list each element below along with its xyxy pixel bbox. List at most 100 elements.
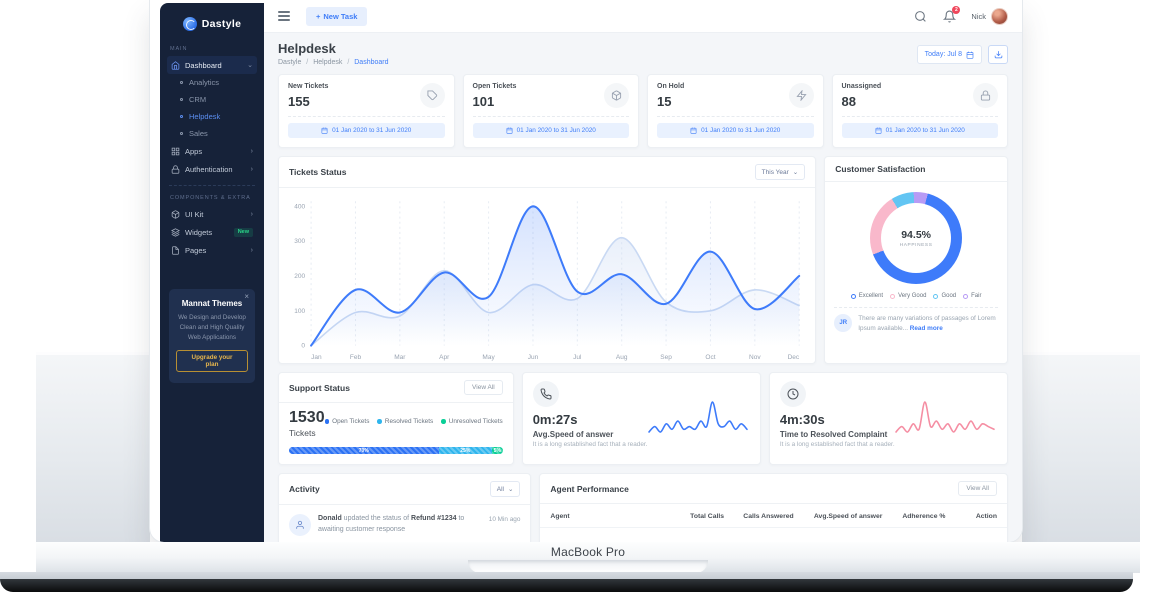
- new-badge: New: [233, 227, 253, 237]
- date-range-button[interactable]: 01 Jan 2020 to 31 Jun 2020: [841, 123, 998, 138]
- sidebar-item-widgets[interactable]: Widgets New: [167, 223, 257, 241]
- column-header-adherence: Adherence %: [902, 513, 946, 520]
- stat-card-open-tickets: Open Tickets 101 01 Jan 2020 to 31 Jun 2…: [462, 74, 639, 148]
- main-area: + New Task 2 Nick: [264, 0, 1022, 542]
- support-status-panel: Support Status View All 1530 Tickets Ope: [278, 372, 514, 465]
- page-title: Helpdesk: [278, 41, 336, 56]
- donut-legend: Excellent Very Good Good Fair: [829, 293, 1003, 299]
- today-date-button[interactable]: Today: Jul 8: [916, 45, 982, 64]
- date-range-button[interactable]: 01 Jan 2020 to 31 Jun 2020: [472, 123, 629, 138]
- stats-row: New Tickets 155 01 Jan 2020 to 31 Jun 20…: [278, 74, 1008, 148]
- home-icon: [171, 60, 180, 70]
- topbar: + New Task 2 Nick: [264, 0, 1022, 33]
- calendar-icon: [875, 127, 882, 134]
- svg-text:Oct: Oct: [705, 354, 715, 361]
- activity-filter-value: All: [496, 485, 504, 493]
- calendar-icon: [506, 127, 513, 134]
- progress-segment: 25%: [438, 447, 492, 454]
- sidebar-item-crm[interactable]: CRM: [167, 91, 257, 108]
- resolve-time-panel: 4m:30s Time to Resolved Complaint It is …: [768, 372, 1009, 465]
- laptop-body-left: [36, 352, 150, 542]
- svg-text:Dec: Dec: [788, 354, 800, 361]
- laptop-body-right: [1022, 352, 1140, 542]
- breadcrumb-separator: /: [306, 59, 309, 66]
- sidebar-item-apps[interactable]: Apps ›: [167, 142, 257, 160]
- sidebar-item-label: Analytics: [189, 78, 220, 87]
- app-logo[interactable]: Dastyle: [167, 11, 257, 37]
- stat-label: Open Tickets: [472, 83, 517, 90]
- date-range-label: 01 Jan 2020 to 31 Jun 2020: [332, 127, 412, 134]
- file-icon: [171, 245, 180, 255]
- bullet-icon: [180, 115, 183, 118]
- kpi-label: Time to Resolved Complaint: [779, 430, 888, 439]
- date-range-label: 01 Jan 2020 to 31 Jun 2020: [885, 127, 965, 134]
- agent-performance-panel: Agent Performance View All Agent Total C…: [539, 473, 1008, 542]
- legend-dot-icon: [441, 419, 446, 424]
- promo-text: We Design and Develop Clean and High Qua…: [178, 314, 246, 341]
- view-all-button[interactable]: View All: [464, 380, 503, 395]
- box-icon: [171, 209, 180, 219]
- close-icon[interactable]: ×: [244, 292, 249, 301]
- menu-toggle-icon[interactable]: [278, 11, 290, 21]
- notifications-bell-icon[interactable]: 2: [943, 5, 961, 23]
- clock-icon: [779, 381, 806, 407]
- svg-text:Jun: Jun: [528, 354, 539, 361]
- sidebar-item-label: Apps: [185, 146, 203, 156]
- upgrade-plan-button[interactable]: Upgrade your plan: [176, 350, 248, 373]
- user-menu[interactable]: Nick: [971, 7, 1008, 25]
- support-progress-bar: 70% 25% 5%: [289, 447, 503, 454]
- svg-text:Sep: Sep: [660, 354, 672, 361]
- laptop-base-bar: [0, 579, 1133, 592]
- legend-dot-icon: [377, 419, 382, 424]
- breadcrumb-helpdesk[interactable]: Helpdesk: [313, 59, 343, 66]
- activity-list-item[interactable]: Donald updated the status of Refund #123…: [279, 505, 530, 536]
- legend-item-fair: Fair: [963, 293, 981, 299]
- promo-title: Mannat Themes: [181, 299, 243, 308]
- sidebar-item-sales[interactable]: Sales: [167, 125, 257, 142]
- avatar: [991, 7, 1008, 25]
- user-icon: [289, 514, 311, 536]
- search-icon[interactable]: [914, 10, 927, 23]
- download-button[interactable]: [988, 45, 1008, 64]
- date-range-label: 01 Jan 2020 to 31 Jun 2020: [701, 127, 781, 134]
- legend-ring-icon: [963, 293, 969, 299]
- sidebar-section-components: COMPONENTS & EXTRA: [170, 195, 251, 201]
- panel-title: Agent Performance: [550, 483, 629, 494]
- chevron-down-icon: ⌄: [792, 169, 799, 176]
- svg-text:Feb: Feb: [350, 354, 362, 361]
- view-all-button[interactable]: View All: [958, 481, 997, 496]
- kpi-description: It is a long established fact that a rea…: [779, 441, 895, 448]
- calendar-icon: [690, 127, 697, 134]
- avg-speed-panel: 0m:27s Avg.Speed of answer It is a long …: [521, 372, 761, 465]
- breadcrumb-dastyle[interactable]: Dastyle: [278, 59, 302, 66]
- bottom-row: Activity All ⌄ Donald updated the status…: [278, 473, 1008, 542]
- sidebar-item-pages[interactable]: Pages ›: [167, 241, 257, 259]
- sidebar-item-label: Widgets: [185, 227, 213, 237]
- sidebar-item-label: Dashboard: [185, 60, 222, 70]
- user-name: Nick: [971, 11, 986, 21]
- new-task-button[interactable]: + New Task: [306, 6, 368, 26]
- sidebar: Dastyle MAIN Dashboard ⌄ Analytics CRM H…: [160, 3, 264, 542]
- sidebar-item-analytics[interactable]: Analytics: [167, 74, 257, 91]
- bullet-icon: [180, 98, 183, 101]
- svg-text:200: 200: [294, 273, 305, 280]
- sidebar-item-uikit[interactable]: UI Kit ›: [167, 205, 257, 223]
- sidebar-item-helpdesk[interactable]: Helpdesk: [167, 108, 257, 125]
- chevron-down-icon: ⌄: [507, 486, 514, 493]
- breadcrumb: Dastyle / Helpdesk / Dashboard: [278, 59, 389, 66]
- sidebar-item-dashboard[interactable]: Dashboard ⌄: [167, 56, 257, 74]
- date-range-button[interactable]: 01 Jan 2020 to 31 Jun 2020: [288, 123, 445, 138]
- sidebar-item-authentication[interactable]: Authentication ›: [167, 160, 257, 178]
- year-filter-select[interactable]: This Year ⌄: [754, 164, 806, 180]
- phone-icon: [532, 381, 559, 407]
- date-range-button[interactable]: 01 Jan 2020 to 31 Jun 2020: [657, 123, 814, 138]
- legend-item-resolved: Resolved Tickets: [377, 418, 433, 425]
- read-more-link[interactable]: Read more: [909, 324, 943, 332]
- sidebar-item-label: CRM: [189, 95, 207, 104]
- panel-title: Support Status: [289, 382, 350, 393]
- kpi-value: 4m:30s: [779, 412, 825, 427]
- activity-filter-select[interactable]: All ⌄: [489, 481, 521, 497]
- package-icon: [604, 83, 629, 108]
- agents-table-header: Agent Total Calls Calls Answered Avg.Spe…: [540, 504, 1007, 528]
- support-legend: Open Tickets Resolved Tickets Unresolved…: [324, 418, 503, 425]
